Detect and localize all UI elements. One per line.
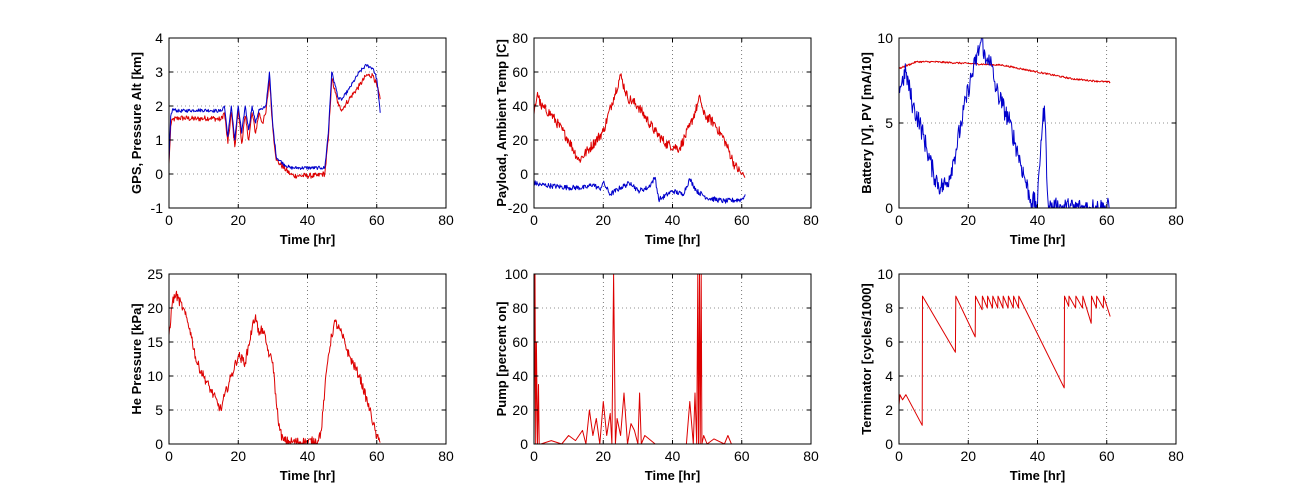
- x-tick-label: 20: [960, 212, 976, 228]
- y-tick-label: 8: [885, 300, 893, 316]
- y-tick-label: 20: [512, 132, 528, 148]
- y-axis-label: GPS, Pressure Alt [km]: [129, 52, 144, 194]
- series-line-2: [898, 37, 1111, 209]
- x-tick-label: 60: [369, 448, 385, 464]
- y-tick-label: 0: [885, 200, 893, 216]
- subplot-4: 0 20 40 60 80 0 5 10 15 20 25 Time [hr] He Pressure …: [129, 266, 454, 483]
- y-tick-label: 1: [155, 132, 163, 148]
- y-tick-label: 2: [155, 98, 163, 114]
- y-tick-label: 2: [885, 402, 893, 418]
- series-line-1: [533, 73, 746, 178]
- x-tick-label: 0: [165, 212, 173, 228]
- x-tick-label: 40: [1030, 212, 1046, 228]
- x-tick-label: 40: [300, 212, 316, 228]
- y-tick-label: 0: [520, 166, 528, 182]
- x-tick-label: 80: [438, 212, 454, 228]
- y-tick-label: 0: [155, 166, 163, 182]
- y-tick-label: 4: [155, 30, 163, 46]
- x-tick-label: 20: [230, 212, 246, 228]
- series-line-2: [168, 63, 381, 170]
- y-axis-label: Battery [V], PV [mA/10]: [859, 52, 874, 194]
- y-tick-label: 6: [885, 334, 893, 350]
- x-axis-label: Time [hr]: [1010, 468, 1065, 483]
- y-tick-label: 20: [512, 402, 528, 418]
- y-tick-label: 40: [512, 368, 528, 384]
- x-tick-label: 40: [665, 212, 681, 228]
- y-tick-label: 0: [155, 436, 163, 452]
- y-tick-label: 5: [885, 115, 893, 131]
- series-line-2: [533, 176, 746, 204]
- y-tick-label: -20: [508, 200, 528, 216]
- y-tick-label: 25: [147, 266, 163, 282]
- y-tick-label: 60: [512, 64, 528, 80]
- y-tick-label: 0: [885, 436, 893, 452]
- subplot-5: 0 20 40 60 80 0 20 40 60 80 100 Time [hr] Pump [perc…: [494, 266, 819, 483]
- y-tick-label: 20: [147, 300, 163, 316]
- x-axis-label: Time [hr]: [645, 468, 700, 483]
- subplot-6: 0 20 40 60 80 0 2 4 6 8 10 Time [hr] Terminator [cyc…: [859, 266, 1184, 483]
- x-tick-label: 60: [734, 212, 750, 228]
- y-tick-label: 10: [147, 368, 163, 384]
- y-tick-label: 80: [512, 300, 528, 316]
- x-tick-label: 20: [230, 448, 246, 464]
- x-tick-label: 60: [1099, 448, 1115, 464]
- y-tick-label: 15: [147, 334, 163, 350]
- y-axis-label: Pump [percent on]: [494, 302, 509, 417]
- x-axis-label: Time [hr]: [645, 232, 700, 247]
- y-tick-label: 10: [877, 30, 893, 46]
- subplot-3: 0 20 40 60 80 0 5 10 Time [hr] Battery [V], PV [m…: [859, 30, 1184, 247]
- x-tick-label: 20: [595, 448, 611, 464]
- x-tick-label: 80: [1168, 448, 1184, 464]
- x-tick-label: 60: [1099, 212, 1115, 228]
- x-tick-label: 80: [1168, 212, 1184, 228]
- y-tick-label: -1: [151, 200, 164, 216]
- x-tick-label: 0: [530, 212, 538, 228]
- x-tick-label: 60: [734, 448, 750, 464]
- y-tick-label: 80: [512, 30, 528, 46]
- series-line-1: [533, 273, 746, 445]
- x-tick-label: 0: [530, 448, 538, 464]
- x-tick-label: 40: [665, 448, 681, 464]
- x-tick-label: 20: [960, 448, 976, 464]
- x-tick-label: 80: [803, 448, 819, 464]
- y-axis-label: Payload, Ambient Temp [C]: [494, 39, 509, 207]
- x-axis-label: Time [hr]: [280, 232, 335, 247]
- y-tick-label: 5: [155, 402, 163, 418]
- y-tick-label: 0: [520, 436, 528, 452]
- series-line-1: [168, 290, 381, 445]
- x-tick-label: 40: [300, 448, 316, 464]
- y-tick-label: 4: [885, 368, 893, 384]
- series-line-1: [898, 295, 1111, 426]
- y-tick-label: 40: [512, 98, 528, 114]
- y-tick-label: 10: [877, 266, 893, 282]
- series-line-1: [898, 60, 1111, 84]
- y-tick-label: 100: [505, 266, 529, 282]
- y-axis-label: Terminator [cycles/1000]: [859, 283, 874, 435]
- x-tick-label: 0: [165, 448, 173, 464]
- x-tick-label: 60: [369, 212, 385, 228]
- series-line-1: [168, 73, 381, 179]
- x-tick-label: 20: [595, 212, 611, 228]
- x-tick-label: 0: [895, 212, 903, 228]
- x-tick-label: 80: [438, 448, 454, 464]
- y-axis-label: He Pressure [kPa]: [129, 303, 144, 414]
- x-tick-label: 0: [895, 448, 903, 464]
- x-tick-label: 40: [1030, 448, 1046, 464]
- x-tick-label: 80: [803, 212, 819, 228]
- x-axis-label: Time [hr]: [280, 468, 335, 483]
- x-axis-label: Time [hr]: [1010, 232, 1065, 247]
- y-tick-label: 60: [512, 334, 528, 350]
- y-tick-label: 3: [155, 64, 163, 80]
